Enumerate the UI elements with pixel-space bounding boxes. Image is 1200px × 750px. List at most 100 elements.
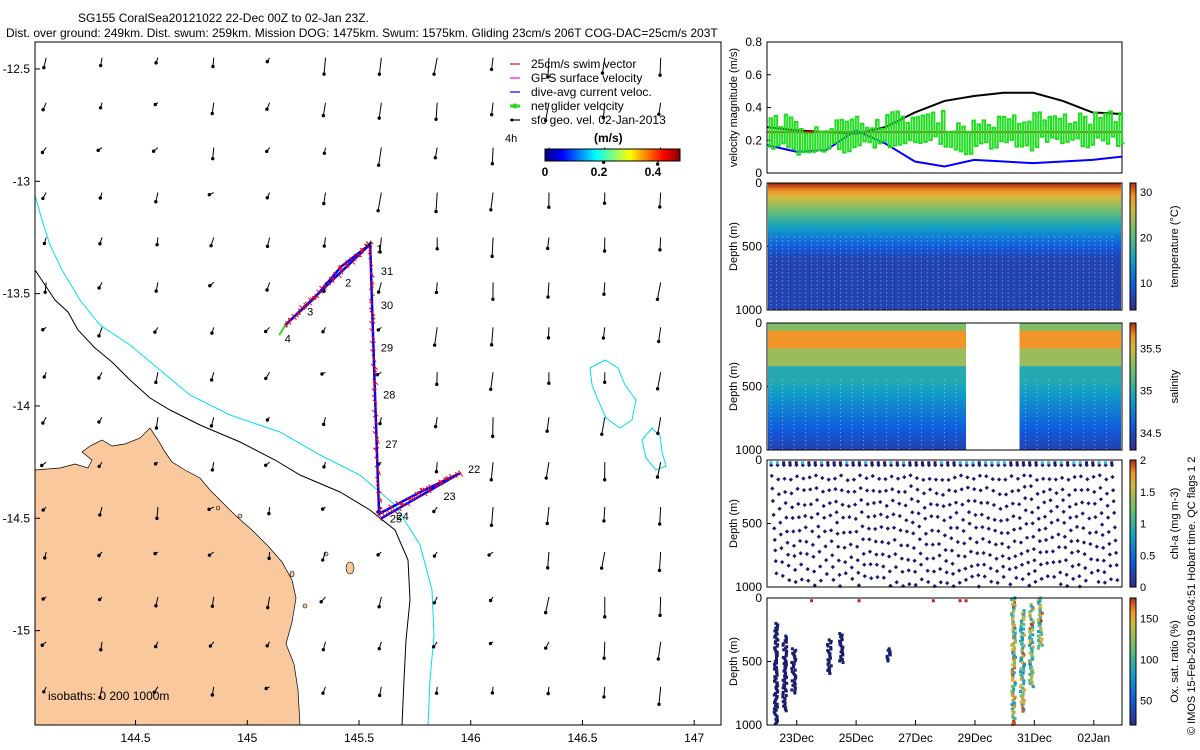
swim-vector-mark (368, 307, 373, 312)
velocity-vector-head (433, 424, 438, 429)
oxygen-point (1028, 613, 1032, 617)
colorbar-cell (1130, 418, 1136, 420)
swim-vector-mark (345, 259, 349, 264)
salinity-band (768, 338, 1121, 342)
oxygen-point (775, 705, 779, 709)
colorbar-cell (1130, 722, 1136, 724)
colorbar-cell (1130, 344, 1136, 346)
oxygen-point (1030, 637, 1034, 641)
colorbar-cell (615, 149, 617, 161)
colorbar-cell (1130, 629, 1136, 631)
colorbar-cell (570, 149, 572, 161)
oxygen-point (1036, 634, 1040, 638)
chla-point (1063, 545, 1068, 550)
chla-point (1058, 570, 1063, 575)
chla-point (984, 485, 989, 490)
oxygen-point (782, 704, 786, 708)
velocity-vector-head (97, 597, 102, 602)
colorbar-cell (1130, 218, 1136, 220)
chla-point (778, 520, 783, 525)
oxygen-point (783, 639, 787, 643)
colorbar-cell (1130, 719, 1136, 721)
swim-vector-mark (353, 253, 358, 258)
oxygen-point (1010, 643, 1014, 647)
temp-band (768, 216, 1121, 220)
chla-point (973, 512, 978, 518)
colorbar-cell (657, 149, 659, 161)
colorbar-cell (1130, 647, 1136, 649)
colorbar-cell (1130, 236, 1136, 238)
chla-point (936, 529, 941, 534)
colorbar-cell (618, 149, 620, 161)
colorbar-tick-label: 35.5 (1140, 343, 1161, 355)
chla-point (1073, 487, 1078, 493)
swim-vector-mark (368, 249, 372, 254)
velocity-vector-head (322, 72, 326, 76)
swim-vector-mark (331, 276, 336, 281)
oxygen-point (1039, 631, 1043, 635)
chla-point (982, 574, 987, 579)
velocity-vector-head (207, 192, 212, 197)
colorbar-cell (629, 149, 631, 161)
oxygen-point (1011, 636, 1015, 640)
swim-vector-mark (287, 321, 292, 325)
chla-point (949, 536, 954, 541)
swim-vector-mark (371, 315, 376, 320)
oxygen-point (774, 687, 778, 691)
colorbar-cell (578, 149, 580, 161)
oxygen-point (1019, 656, 1023, 660)
chla-surface-point (933, 461, 937, 465)
oxygen-point (1039, 614, 1043, 618)
swim-vector-mark (312, 296, 317, 301)
oxygen-point (790, 688, 794, 692)
chla-point (778, 532, 783, 537)
velocity-vector-head (97, 334, 101, 338)
chla-point (1098, 497, 1104, 502)
colorbar-cell (1130, 438, 1136, 440)
chla-point (917, 524, 922, 529)
chla-point (1001, 574, 1006, 579)
chla-point (887, 569, 892, 574)
chla-point (955, 525, 960, 530)
velocity-vector-head (321, 330, 325, 334)
velocity-vector-head (377, 646, 381, 651)
oxygen-point (781, 643, 785, 647)
colorbar-cell (614, 149, 616, 161)
chla-point (1036, 505, 1041, 510)
oxygen-point (1021, 709, 1025, 713)
oxygen-point (781, 690, 785, 694)
colorbar-cell (560, 149, 562, 161)
colorbar-cell (672, 149, 674, 161)
colorbar-cell (1130, 425, 1136, 427)
oxygen-point (1012, 719, 1016, 723)
colorbar-cell (1130, 330, 1136, 332)
oxygen-point (1038, 599, 1042, 603)
velocity-vector-head (489, 387, 493, 392)
oxygen-point (1021, 654, 1025, 658)
oxygen-point (1022, 680, 1026, 684)
chla-point (1079, 487, 1084, 493)
chla-point (1075, 538, 1080, 544)
x-tick-label: 144.5 (121, 731, 151, 745)
salinity-band (768, 328, 1121, 332)
oxygen-point (1029, 677, 1033, 681)
colorbar-cell (1130, 485, 1136, 487)
isobath-0 (35, 269, 411, 725)
colorbar-cell (647, 149, 649, 161)
velocity-vector-head (376, 163, 381, 167)
chla-point (858, 485, 863, 491)
colorbar-cell (1130, 636, 1136, 638)
chla-point (1115, 577, 1120, 583)
colorbar-cell (1130, 468, 1136, 470)
oxygen-point (1012, 660, 1016, 664)
velocity-vector-head (490, 434, 495, 439)
colorbar-cell (1130, 698, 1136, 700)
swim-vector-mark (309, 297, 314, 301)
colorbar-cell (1130, 413, 1136, 415)
colorbar-cell (630, 149, 632, 161)
temp-band (768, 188, 1121, 192)
oxygen-point (1011, 620, 1015, 624)
chla-point (826, 477, 831, 482)
velocity-vector-head (545, 521, 549, 526)
